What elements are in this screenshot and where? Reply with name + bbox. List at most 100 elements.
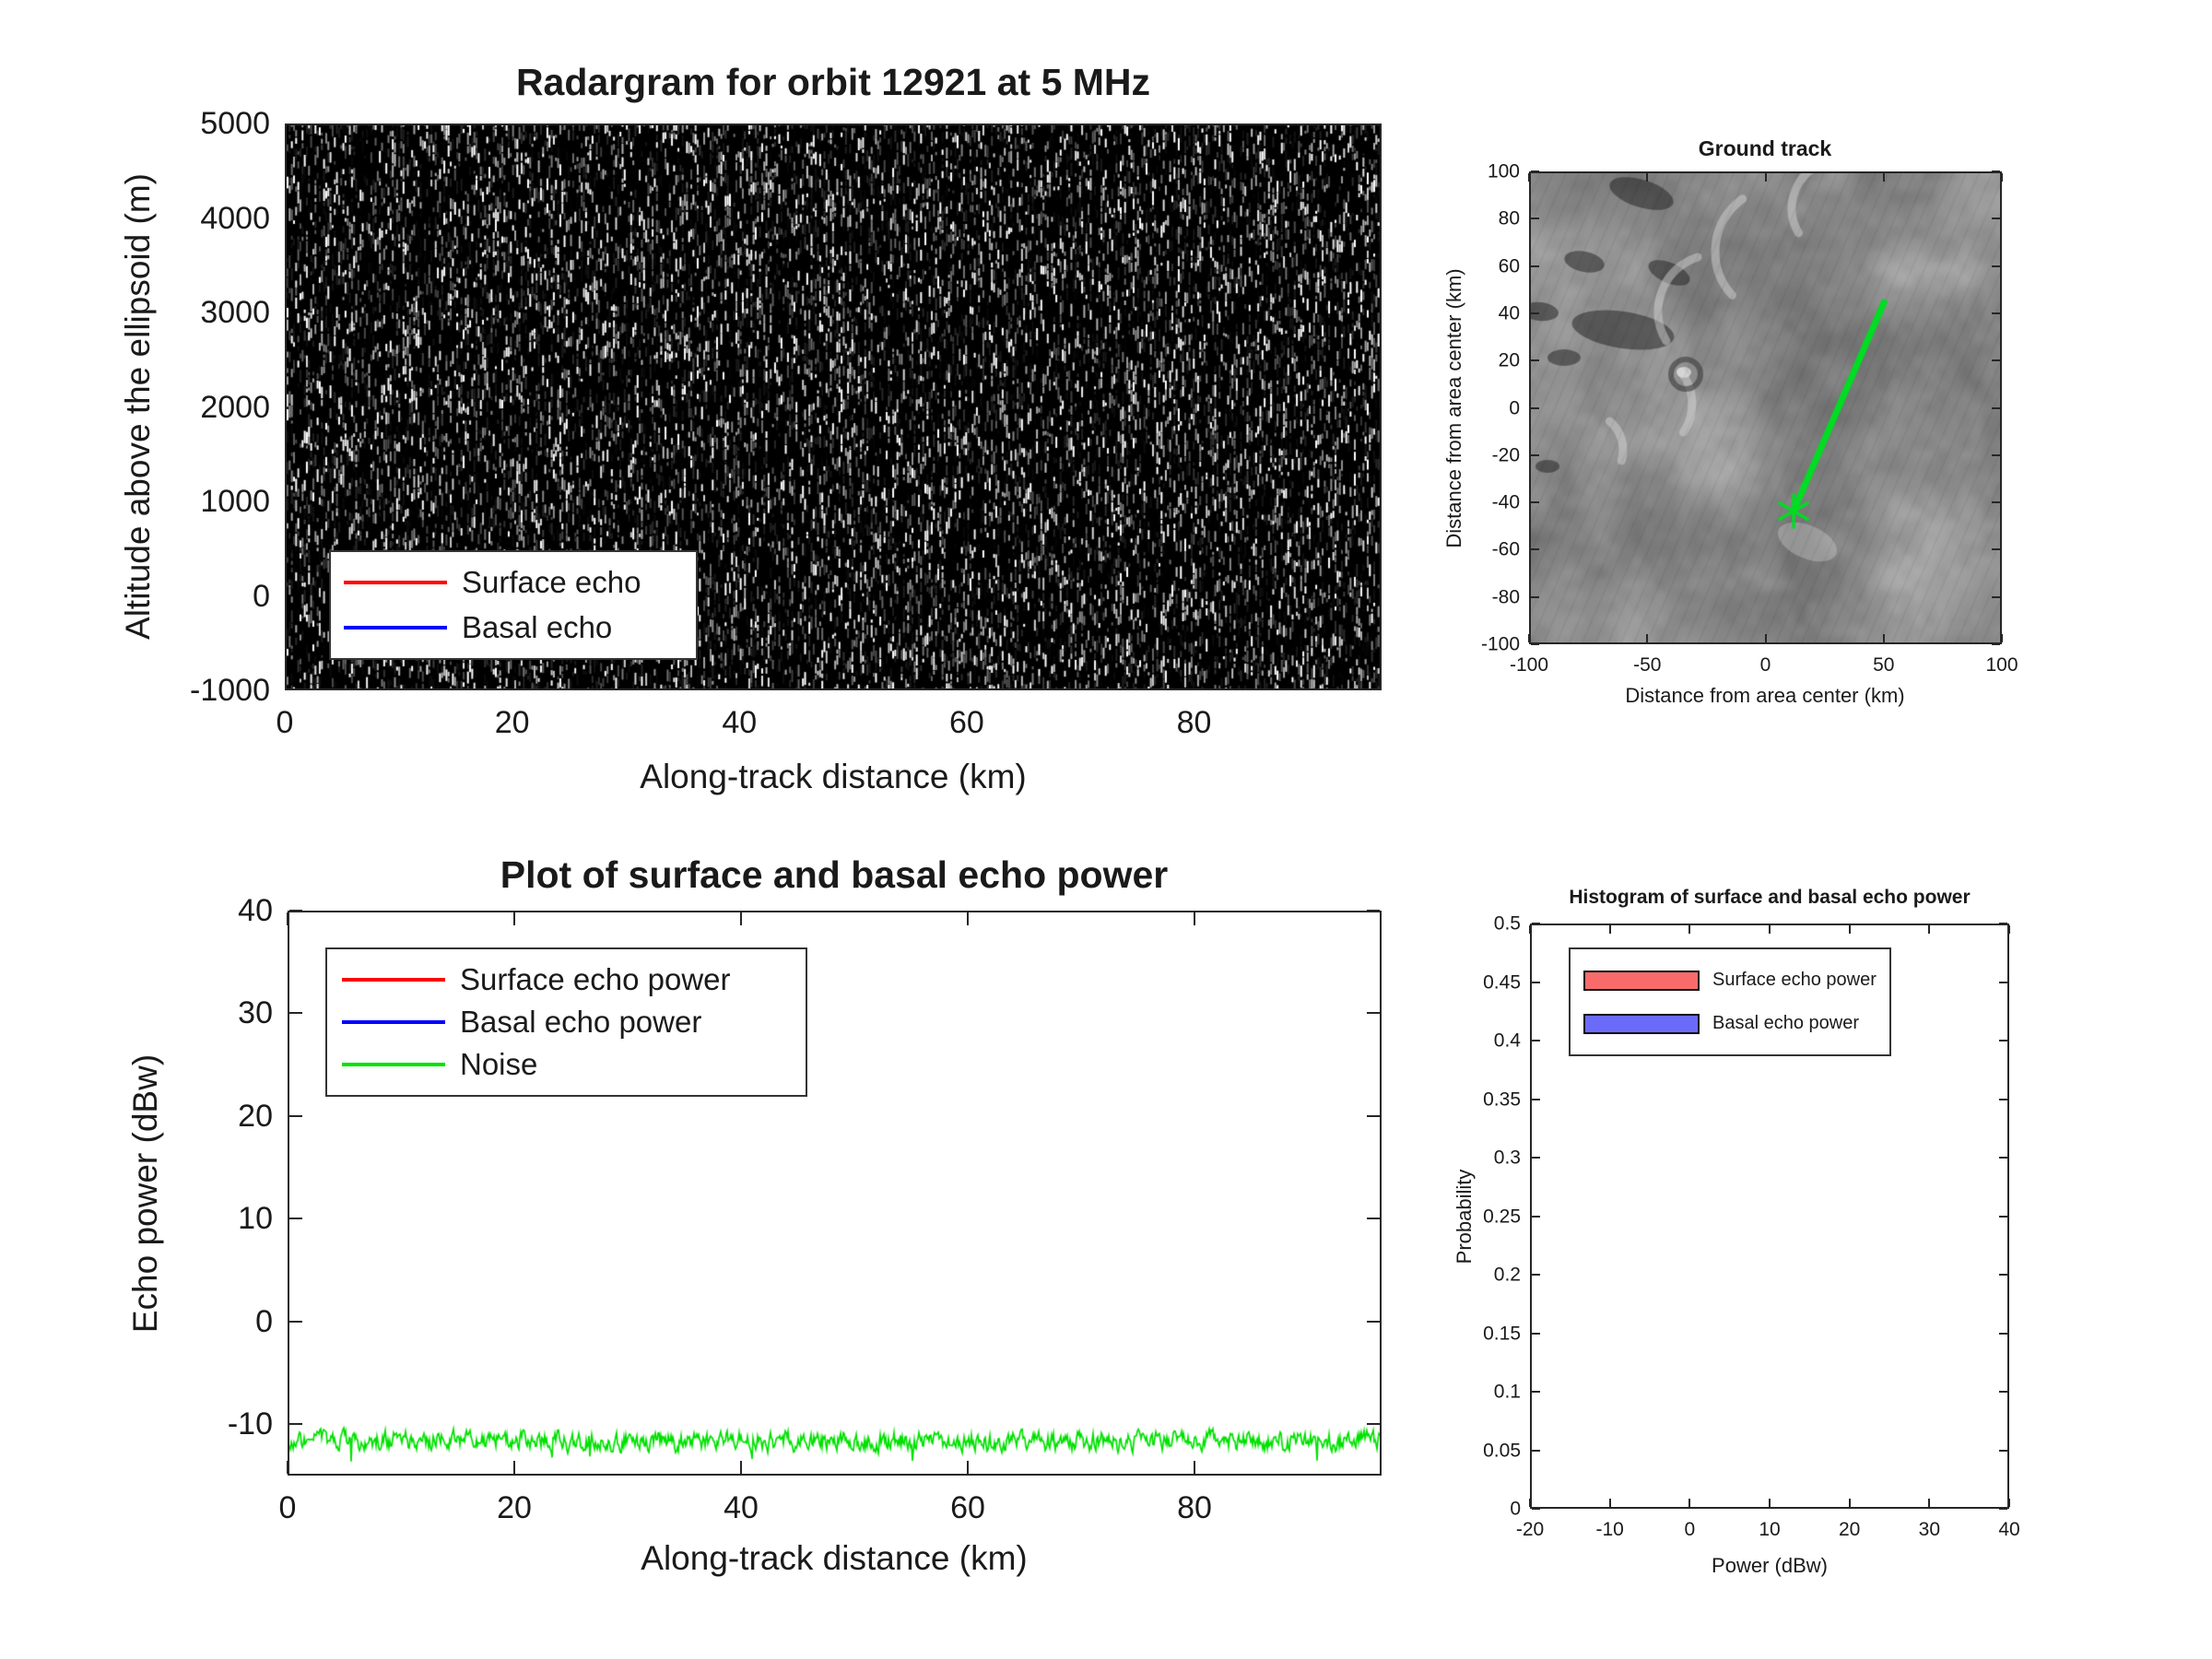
- histogram-legend: Surface echo power Basal echo power: [1569, 947, 1891, 1056]
- histogram-x-tick: [2008, 1499, 2010, 1507]
- radargram-y-tick-label: 1000: [200, 484, 270, 519]
- ground_track-x-tick-label: -50: [1633, 654, 1662, 676]
- ground_track-y-tick: [1531, 406, 1539, 409]
- ground_track-y-tick-label: 40: [1498, 302, 1520, 324]
- power_plot-y-tick-label: 0: [255, 1303, 273, 1339]
- histogram-y-tick: [1532, 1449, 1540, 1452]
- ground_track-y-tick: [1992, 312, 2000, 314]
- power_plot-y-tick: [1367, 1218, 1380, 1220]
- histogram-y-tick: [1532, 1157, 1540, 1159]
- power_plot-x-tick: [967, 1461, 970, 1474]
- power_plot-x-tick: [1194, 912, 1196, 925]
- histogram-x-tick: [1848, 925, 1851, 934]
- histogram-y-tick: [1999, 1215, 2007, 1218]
- ground_track-x-tick: [1528, 634, 1530, 642]
- power_plot-x-tick-label: 20: [497, 1490, 532, 1525]
- histogram-x-tick-label: 20: [1838, 1519, 1861, 1540]
- ground-track-map-image: [1531, 173, 2000, 642]
- histogram-y-tick: [1999, 981, 2007, 983]
- power_plot-x-tick-label: 80: [1177, 1490, 1212, 1525]
- histogram-y-tick-label: 0.1: [1493, 1381, 1521, 1403]
- radargram-xlabel: Along-track distance (km): [640, 758, 1027, 795]
- histogram-x-tick: [1928, 925, 1931, 934]
- basal-echo-power-patch-swatch: [1583, 1013, 1700, 1034]
- legend-label-surface-echo-power: Surface echo power: [460, 962, 731, 996]
- power-plot-area: [288, 911, 1382, 1476]
- ground_track-x-tick: [2001, 173, 2003, 182]
- ground_track-x-tick: [1646, 634, 1649, 642]
- histogram-x-tick: [2008, 925, 2010, 934]
- power_plot-y-tick: [1367, 910, 1380, 912]
- histogram-x-tick: [1769, 1499, 1771, 1507]
- histogram-x-tick-label: 10: [1759, 1519, 1781, 1540]
- ground_track-y-tick: [1992, 406, 2000, 409]
- ground_track-x-tick-label: 50: [1873, 654, 1895, 676]
- basal-echo-power-line-swatch: [342, 1020, 445, 1024]
- power_plot-x-tick: [287, 912, 288, 925]
- histogram-y-tick: [1532, 1508, 1540, 1510]
- ground_track-y-tick: [1531, 595, 1539, 598]
- legend-item-basal-echo-power-hist: Basal echo power: [1583, 1013, 1877, 1034]
- histogram-y-tick-label: 0.45: [1483, 971, 1521, 993]
- histogram-y-tick-label: 0.5: [1493, 912, 1521, 935]
- ground_track-y-tick: [1992, 453, 2000, 456]
- ground_track-x-tick: [1882, 634, 1885, 642]
- histogram-xlabel: Power (dBw): [1712, 1554, 1828, 1577]
- histogram-y-tick-label: 0.4: [1493, 1030, 1521, 1052]
- legend-label-basal-echo-power-hist: Basal echo power: [1712, 1013, 1859, 1033]
- histogram-x-tick: [1529, 1499, 1531, 1507]
- power_plot-y-tick: [289, 1114, 302, 1117]
- power_plot-x-tick: [967, 912, 970, 925]
- ground_track-y-tick: [1992, 265, 2000, 267]
- ground_track-y-tick: [1531, 171, 1539, 172]
- ground_track-y-tick-label: -40: [1491, 491, 1520, 513]
- radargram-y-tick-label: 0: [253, 578, 270, 614]
- power_plot-y-tick: [1367, 1320, 1380, 1323]
- legend-item-surface-echo: Surface echo: [344, 565, 683, 600]
- legend-item-surface-echo-power-hist: Surface echo power: [1583, 970, 1877, 991]
- ground-track-title: Ground track: [1698, 136, 1832, 160]
- power-plot-xlabel: Along-track distance (km): [641, 1539, 1028, 1577]
- ground_track-y-tick-label: 60: [1498, 255, 1520, 277]
- histogram-y-tick: [1999, 1274, 2007, 1276]
- histogram-y-tick: [1999, 1098, 2007, 1100]
- power_plot-y-tick-label: 30: [238, 995, 273, 1031]
- ground_track-y-tick: [1992, 548, 2000, 551]
- histogram-y-tick: [1532, 1215, 1540, 1218]
- histogram-y-tick-label: 0: [1510, 1498, 1521, 1520]
- power_plot-y-tick: [1367, 1114, 1380, 1117]
- power_plot-y-tick: [1367, 1423, 1380, 1426]
- power_plot-y-tick: [289, 910, 302, 912]
- ground_track-y-tick-label: -60: [1491, 538, 1520, 560]
- legend-label-basal-echo-power: Basal echo power: [460, 1005, 702, 1039]
- legend-label-basal-echo: Basal echo: [462, 610, 613, 645]
- histogram-y-tick: [1532, 1332, 1540, 1335]
- radargram-x-tick-label: 60: [948, 705, 984, 740]
- power_plot-x-tick-label: 40: [724, 1490, 759, 1525]
- legend-label-noise: Noise: [460, 1047, 538, 1081]
- power_plot-x-tick: [740, 912, 743, 925]
- legend-item-basal-echo-power: Basal echo power: [342, 1005, 791, 1040]
- ground_track-y-tick: [1531, 312, 1539, 314]
- histogram-x-tick-label: 40: [1998, 1519, 2020, 1540]
- power_plot-x-tick: [513, 912, 515, 925]
- radargram-x-tick-label: 80: [1176, 705, 1212, 740]
- power_plot-x-tick-label: 60: [950, 1490, 985, 1525]
- histogram-x-tick: [1688, 1499, 1691, 1507]
- histogram-y-tick: [1999, 1040, 2007, 1041]
- histogram-y-tick-label: 0.3: [1493, 1147, 1521, 1169]
- ground_track-x-tick: [2001, 634, 2003, 642]
- radargram-y-tick-label: 4000: [200, 200, 270, 236]
- ground_track-y-tick-label: 100: [1487, 160, 1520, 182]
- histogram-y-tick: [1999, 1157, 2007, 1159]
- power_plot-y-tick: [289, 1218, 302, 1220]
- histogram-y-tick-label: 0.25: [1483, 1206, 1521, 1227]
- ground_track-x-tick: [1764, 634, 1767, 642]
- ground_track-y-tick: [1531, 643, 1539, 645]
- histogram-x-tick: [1688, 925, 1691, 934]
- ground_track-y-tick-label: 80: [1498, 207, 1520, 229]
- histogram-x-tick: [1769, 925, 1771, 934]
- histogram-y-tick: [1999, 1449, 2007, 1452]
- power_plot-y-tick-label: 10: [238, 1201, 273, 1237]
